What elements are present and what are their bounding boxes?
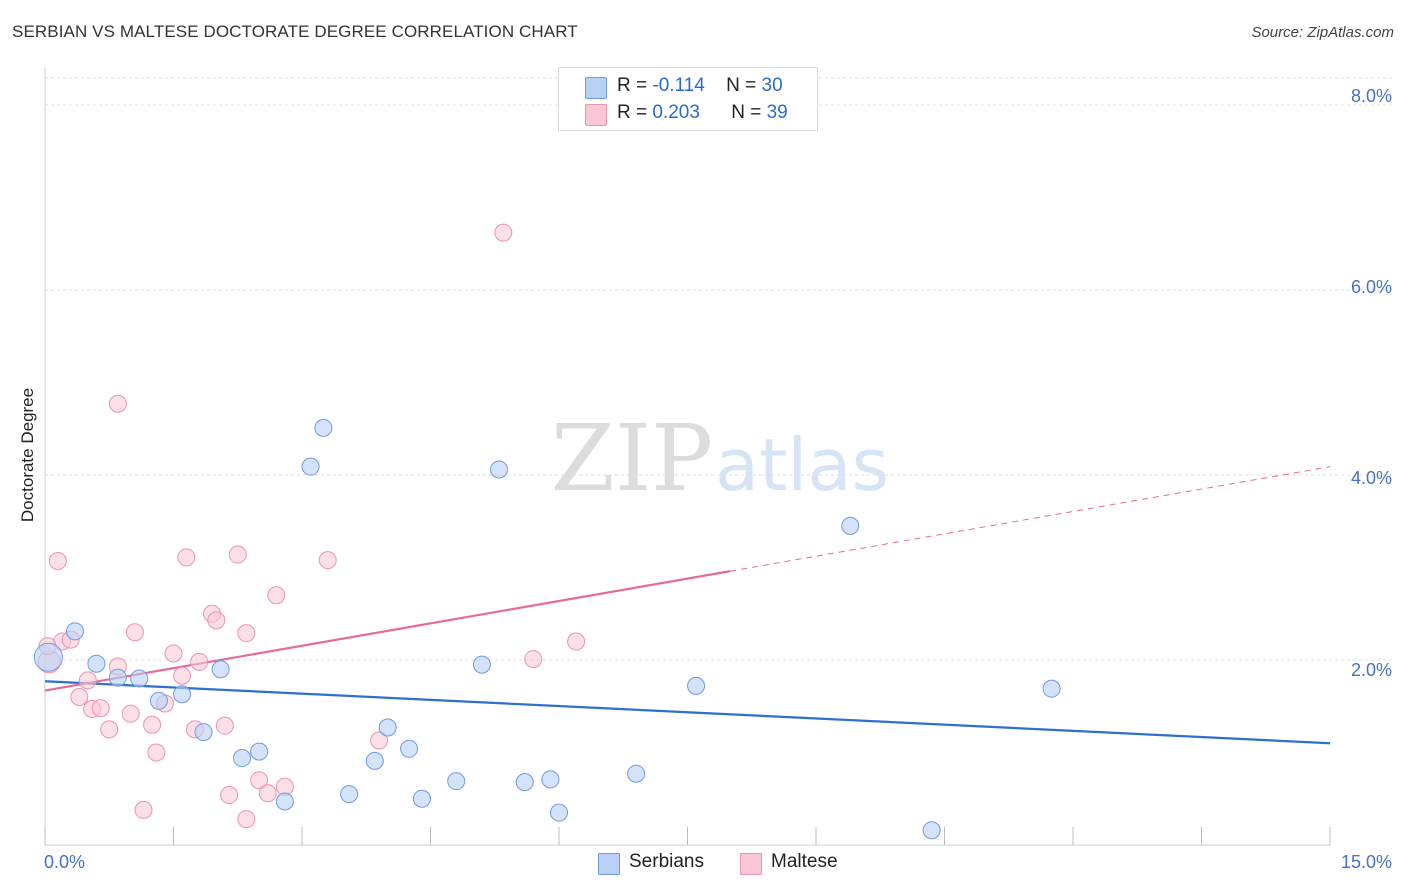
y-tick-label-6: 6.0% [1350, 277, 1392, 297]
maltese-point [164, 644, 183, 663]
serbians-point [687, 676, 706, 695]
serbians-point [922, 821, 941, 840]
serbians-point [173, 685, 192, 704]
maltese-trend-line-dashed [730, 466, 1331, 572]
serbians-legend-label: Serbians [629, 851, 704, 872]
serbians-trend-line [44, 680, 1331, 745]
maltese-point [250, 771, 269, 790]
maltese-legend-swatch [740, 853, 762, 875]
serbians-point [33, 642, 63, 672]
watermark: ZIP atlas [551, 405, 889, 512]
serbians-n-label: N = [726, 75, 757, 96]
y-tick-label-2: 2.0% [1350, 660, 1392, 680]
maltese-point [370, 731, 389, 750]
correlation-legend: R = -0.114 N = 30 R = 0.203 N = 39 [558, 67, 818, 131]
serbians-point [65, 622, 84, 641]
maltese-point [228, 545, 247, 564]
watermark-atlas: atlas [715, 423, 889, 507]
serbians-point [472, 655, 491, 674]
serbians-r-label: R = [617, 75, 648, 96]
serbians-legend-swatch [598, 853, 620, 875]
maltese-point [134, 800, 153, 819]
serbians-point [87, 654, 106, 673]
serbians-point [211, 660, 230, 679]
y-tick-label-4: 4.0% [1350, 468, 1392, 488]
maltese-n-label: N = [731, 102, 762, 123]
serbians-point [378, 718, 397, 737]
maltese-r-value: 0.203 [652, 102, 700, 123]
serbians-point [108, 668, 127, 687]
maltese-point [567, 632, 586, 651]
serbians-point [365, 751, 384, 770]
chart-title: SERBIAN VS MALTESE DOCTORATE DEGREE CORR… [12, 22, 578, 41]
serbians-point [340, 785, 359, 804]
serbians-point [275, 792, 294, 811]
maltese-point [173, 666, 192, 685]
serbians-point [550, 803, 568, 822]
maltese-point [147, 743, 166, 762]
serbians-swatch [585, 77, 607, 99]
x-tick-label-max: 15.0% [1341, 852, 1393, 872]
serbians-r-value: -0.114 [652, 75, 705, 96]
maltese-point [70, 688, 89, 706]
maltese-point [143, 715, 162, 734]
serbians-point [301, 457, 320, 476]
y-tick-label-8: 8.0% [1350, 86, 1392, 106]
serbians-point [400, 739, 419, 758]
watermark-zip: ZIP [551, 405, 713, 512]
maltese-point [207, 611, 226, 630]
serbians-n-value: 30 [761, 75, 783, 96]
maltese-point [237, 810, 256, 829]
maltese-point [48, 552, 67, 571]
serbians-point [412, 789, 431, 808]
serbians-point [233, 749, 252, 768]
maltese-point [220, 786, 239, 805]
maltese-trend-line-solid [44, 570, 731, 692]
maltese-point [100, 720, 119, 739]
maltese-point [125, 623, 144, 642]
serbians-point [515, 773, 534, 792]
maltese-point [78, 671, 97, 690]
maltese-point [91, 699, 110, 718]
maltese-point [177, 548, 196, 567]
maltese-point [237, 624, 256, 643]
maltese-point [494, 223, 513, 242]
trend-lines [44, 466, 1331, 745]
maltese-point [190, 652, 209, 671]
maltese-point [121, 704, 140, 723]
serbians-point [841, 516, 860, 535]
y-axis-label: Doctorate Degree [18, 387, 37, 523]
maltese-r-label: R = [617, 102, 648, 123]
maltese-point [258, 784, 277, 803]
serbians-point [194, 723, 213, 742]
maltese-point [267, 586, 286, 605]
serbians-point [627, 764, 646, 783]
serbians-point [149, 691, 168, 710]
maltese-swatch [585, 104, 607, 126]
x-tick-label-min: 0.0% [44, 852, 86, 872]
serbians-point [1042, 679, 1061, 698]
data-points [33, 223, 1061, 840]
serbians-point [490, 460, 509, 479]
serbians-point [250, 742, 269, 761]
maltese-stats: R = 0.203 N = 39 [617, 102, 788, 124]
serbians-point [130, 669, 149, 688]
maltese-point [318, 551, 337, 570]
maltese-legend-label: Maltese [771, 851, 838, 872]
serbians-point [447, 772, 466, 791]
serbians-point [541, 770, 560, 789]
serbians-stats: R = -0.114 N = 30 [617, 75, 783, 97]
maltese-n-value: 39 [766, 102, 788, 123]
source-label: Source: ZipAtlas.com [1251, 24, 1394, 41]
serbians-point [314, 418, 333, 437]
maltese-point [108, 394, 127, 413]
maltese-point [215, 716, 234, 735]
maltese-point [524, 650, 543, 669]
axes [44, 68, 1331, 846]
